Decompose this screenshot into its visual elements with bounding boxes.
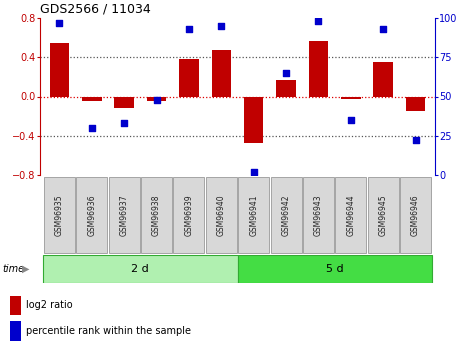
Bar [276,80,296,97]
Bar [82,97,102,101]
Bar [9,321,21,341]
Bar [206,177,237,253]
Bar [368,177,399,253]
Bar [179,59,199,97]
Point [347,117,355,123]
Point [315,18,322,24]
Text: GSM96944: GSM96944 [346,194,355,236]
Point [56,20,63,26]
Bar [335,177,367,253]
Bar [114,97,134,108]
Bar [303,177,334,253]
Bar [76,177,107,253]
Bar [400,177,431,253]
Text: GSM96937: GSM96937 [120,194,129,236]
Bar [238,177,269,253]
Point [412,138,420,143]
Bar [50,42,69,97]
Point [88,125,96,131]
Point [185,26,193,32]
Bar [43,255,237,283]
Bar [309,41,328,97]
Bar [44,177,75,253]
Bar [174,177,204,253]
Text: percentile rank within the sample: percentile rank within the sample [26,326,191,336]
Text: GSM96939: GSM96939 [184,194,193,236]
Text: GSM96938: GSM96938 [152,194,161,236]
Text: GSM96935: GSM96935 [55,194,64,236]
Text: ▶: ▶ [22,264,29,274]
Bar [406,97,425,111]
Text: GSM96936: GSM96936 [88,194,96,236]
Point [250,169,257,175]
Point [379,26,387,32]
Text: GSM96946: GSM96946 [411,194,420,236]
Text: GDS2566 / 11034: GDS2566 / 11034 [40,2,151,15]
Bar [341,97,360,99]
Text: GSM96940: GSM96940 [217,194,226,236]
Point [218,23,225,29]
Text: 2 d: 2 d [131,264,149,274]
Text: GSM96945: GSM96945 [379,194,388,236]
Bar [271,177,302,253]
Point [282,70,290,76]
Bar [141,177,172,253]
Bar [109,177,140,253]
Text: GSM96943: GSM96943 [314,194,323,236]
Text: GSM96941: GSM96941 [249,194,258,236]
Bar [244,97,263,142]
Text: time: time [2,264,24,274]
Bar [9,296,21,315]
Bar [237,255,432,283]
Bar [374,62,393,97]
Point [121,120,128,126]
Point [153,97,160,102]
Text: 5 d: 5 d [326,264,343,274]
Bar [211,50,231,97]
Text: log2 ratio: log2 ratio [26,300,72,310]
Bar [147,97,166,101]
Text: GSM96942: GSM96942 [281,194,290,236]
